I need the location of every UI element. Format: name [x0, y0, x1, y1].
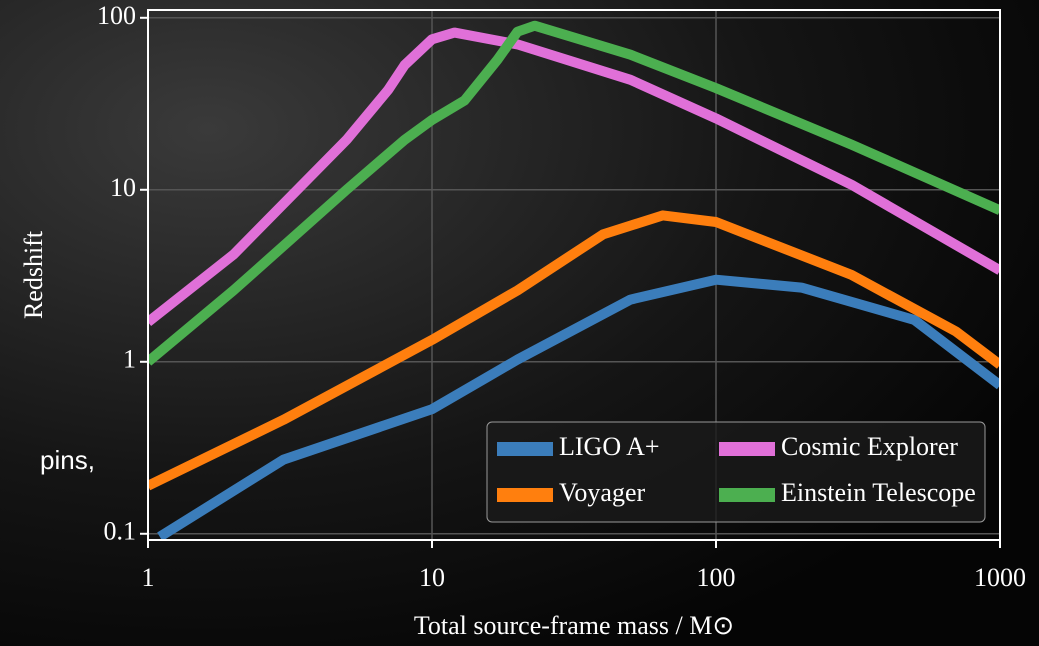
legend-swatch [497, 442, 553, 456]
y-tick-label: 1 [123, 345, 136, 374]
x-tick-label: 100 [697, 563, 736, 592]
legend-swatch [497, 488, 553, 502]
legend-label: LIGO A+ [559, 432, 660, 461]
x-tick-label: 10 [419, 563, 445, 592]
background [0, 0, 1039, 646]
legend-label: Einstein Telescope [781, 478, 976, 507]
x-tick-label: 1 [142, 563, 155, 592]
y-tick-label: 100 [97, 1, 136, 30]
chart: pins, Redshift Total source-frame mass /… [0, 0, 1039, 646]
side-text: pins, [40, 445, 95, 475]
legend-label: Cosmic Explorer [781, 432, 958, 461]
legend-swatch [719, 442, 775, 456]
x-axis-label: Total source-frame mass / M⊙ [414, 611, 734, 640]
x-tick-label: 1000 [974, 563, 1026, 592]
y-tick-label: 0.1 [104, 517, 137, 546]
y-axis-label: Redshift [19, 230, 48, 319]
legend-label: Voyager [559, 478, 646, 507]
y-tick-label: 10 [110, 173, 136, 202]
legend-swatch [719, 488, 775, 502]
